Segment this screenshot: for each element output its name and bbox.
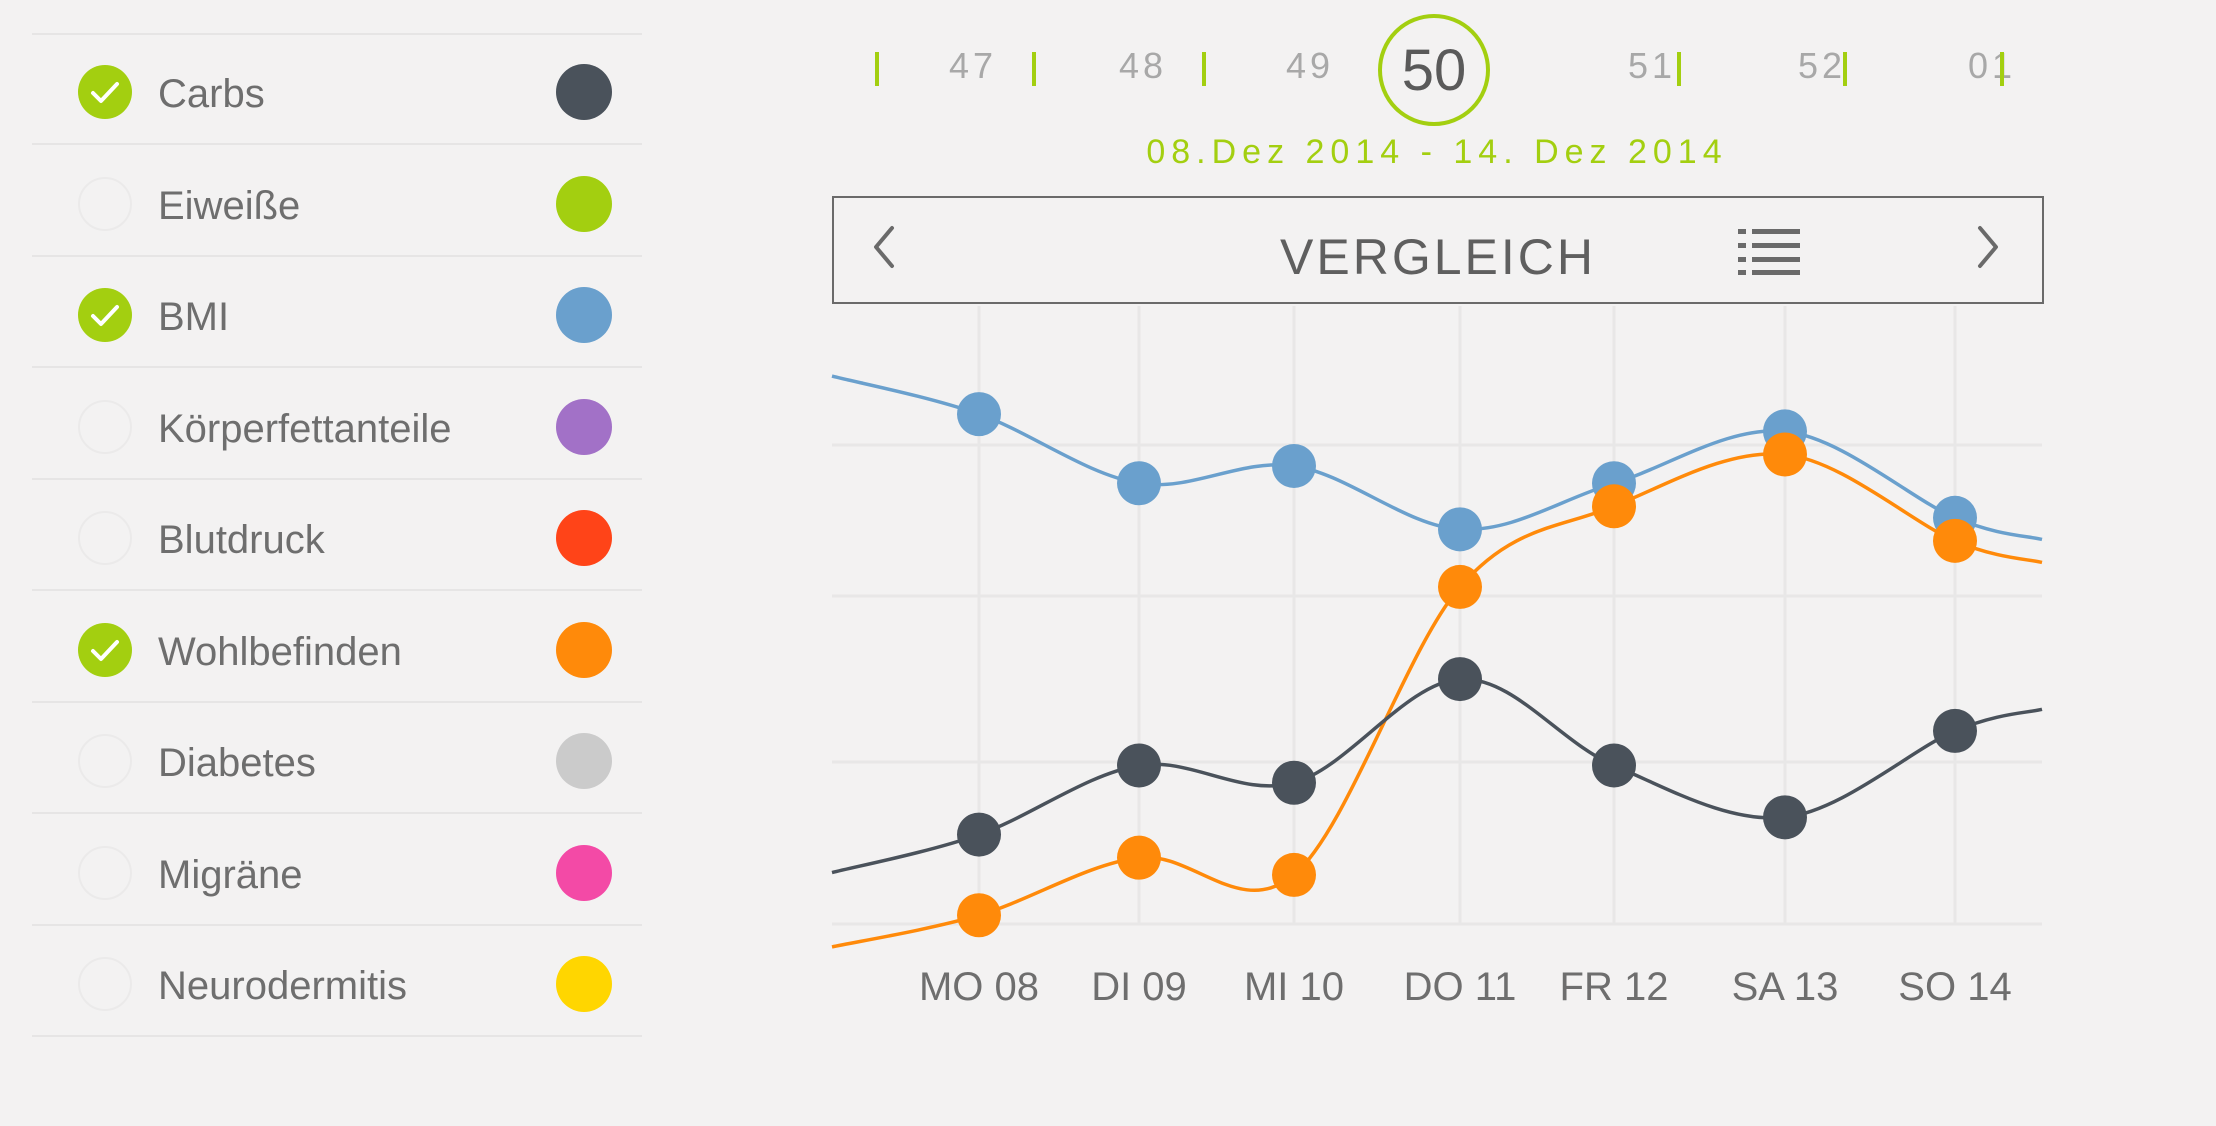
week-selector: 47 48 49 50 51 52 01 bbox=[860, 0, 2040, 140]
comparison-header: VERGLEICH bbox=[832, 196, 2044, 304]
color-swatch bbox=[556, 733, 612, 789]
category-label: Blutdruck bbox=[158, 518, 325, 562]
x-tick-label: FR 12 bbox=[1560, 965, 1669, 1009]
checkmark-icon bbox=[91, 82, 119, 103]
color-swatch bbox=[556, 956, 612, 1012]
color-swatch bbox=[556, 621, 612, 678]
data-point-carbs bbox=[1117, 743, 1161, 788]
week-tick bbox=[1202, 52, 1206, 86]
category-item-wohlbefinden[interactable]: Wohlbefinden bbox=[32, 593, 642, 703]
series-line-wohlbefinden bbox=[831, 452, 2043, 949]
week-51[interactable]: 51 bbox=[1627, 45, 1677, 86]
checkbox[interactable] bbox=[78, 65, 132, 119]
color-swatch bbox=[556, 287, 612, 343]
data-point-bmi bbox=[1438, 507, 1482, 552]
current-week[interactable]: 50 bbox=[1378, 14, 1490, 126]
category-item-diabetes[interactable]: Diabetes bbox=[32, 704, 642, 814]
data-point-wohlbefinden bbox=[1763, 432, 1807, 477]
week-47[interactable]: 47 bbox=[948, 45, 998, 86]
category-label: Wohlbefinden bbox=[158, 629, 402, 674]
data-point-carbs bbox=[1933, 708, 1977, 753]
x-tick-label: SO 14 bbox=[1898, 965, 2011, 1009]
week-49[interactable]: 49 bbox=[1285, 45, 1335, 86]
category-label: Diabetes bbox=[158, 741, 316, 785]
series-line-carbs bbox=[831, 677, 2043, 875]
checkbox[interactable] bbox=[78, 957, 132, 1011]
checkbox[interactable] bbox=[78, 288, 132, 342]
category-item-eiweiße[interactable]: Eiweiße bbox=[32, 147, 642, 257]
data-point-bmi bbox=[957, 392, 1001, 437]
data-point-bmi bbox=[1272, 443, 1316, 488]
checkbox[interactable] bbox=[78, 399, 132, 454]
category-item-carbs[interactable]: Carbs bbox=[32, 35, 642, 145]
category-item-bmi[interactable]: BMI bbox=[32, 258, 642, 368]
data-point-wohlbefinden bbox=[1272, 852, 1316, 897]
data-point-wohlbefinden bbox=[1933, 518, 1977, 563]
color-swatch bbox=[556, 844, 612, 901]
checkbox[interactable] bbox=[78, 622, 132, 677]
color-swatch bbox=[556, 510, 612, 566]
week-tick bbox=[1677, 52, 1681, 86]
x-tick-label: DI 09 bbox=[1091, 965, 1187, 1009]
x-tick-label: MI 10 bbox=[1244, 965, 1344, 1009]
x-tick-label: MO 08 bbox=[919, 965, 1039, 1009]
data-point-carbs bbox=[1592, 743, 1636, 788]
week-tick bbox=[2000, 52, 2004, 86]
week-52[interactable]: 52 bbox=[1797, 45, 1847, 86]
next-button[interactable] bbox=[1974, 222, 2002, 277]
category-item-blutdruck[interactable]: Blutdruck bbox=[32, 481, 642, 591]
data-point-bmi bbox=[1117, 461, 1161, 506]
data-point-wohlbefinden bbox=[1117, 835, 1161, 880]
category-item-körperfettanteile[interactable]: Körperfettanteile bbox=[32, 370, 642, 480]
week-01[interactable]: 01 bbox=[1967, 45, 2017, 86]
checkmark-icon bbox=[91, 305, 119, 326]
data-point-wohlbefinden bbox=[957, 893, 1001, 938]
checkmark-icon bbox=[91, 639, 119, 661]
date-range: 08.Dez 2014 - 14. Dez 2014 bbox=[1146, 133, 1728, 171]
x-tick-label: DO 11 bbox=[1404, 965, 1517, 1009]
data-point-carbs bbox=[1763, 795, 1807, 840]
week-48[interactable]: 48 bbox=[1118, 45, 1168, 86]
x-tick-label: SA 13 bbox=[1732, 965, 1839, 1009]
checkbox[interactable] bbox=[78, 734, 132, 788]
prev-button[interactable] bbox=[870, 222, 898, 277]
category-label: BMI bbox=[158, 295, 230, 339]
data-point-carbs bbox=[957, 812, 1001, 857]
series-line-bmi bbox=[831, 374, 2043, 542]
week-tick bbox=[875, 52, 879, 86]
week-tick bbox=[1032, 52, 1036, 86]
list-icon bbox=[1738, 229, 1800, 275]
page-title: VERGLEICH bbox=[1280, 229, 1596, 285]
color-swatch bbox=[556, 398, 612, 455]
chevron-left-icon bbox=[874, 226, 894, 268]
list-button[interactable] bbox=[1738, 228, 1800, 281]
checkbox[interactable] bbox=[78, 845, 132, 900]
category-label: Carbs bbox=[158, 72, 265, 116]
data-point-carbs bbox=[1272, 760, 1316, 805]
checkbox[interactable] bbox=[78, 511, 132, 565]
divider bbox=[32, 33, 642, 35]
data-point-carbs bbox=[1438, 657, 1482, 702]
data-point-wohlbefinden bbox=[1592, 484, 1636, 529]
category-label: Eiweiße bbox=[158, 183, 301, 228]
category-item-neurodermitis[interactable]: Neurodermitis bbox=[32, 927, 642, 1037]
category-label: Körperfettanteile bbox=[158, 406, 452, 451]
data-point-wohlbefinden bbox=[1438, 564, 1482, 609]
category-label: Migräne bbox=[158, 852, 303, 897]
category-label: Neurodermitis bbox=[158, 964, 407, 1008]
color-swatch bbox=[556, 64, 612, 120]
chevron-right-icon bbox=[1978, 226, 1998, 268]
category-item-migräne[interactable]: Migräne bbox=[32, 816, 642, 926]
color-swatch bbox=[556, 175, 612, 232]
checkbox[interactable] bbox=[78, 176, 132, 231]
week-tick bbox=[1843, 52, 1847, 86]
